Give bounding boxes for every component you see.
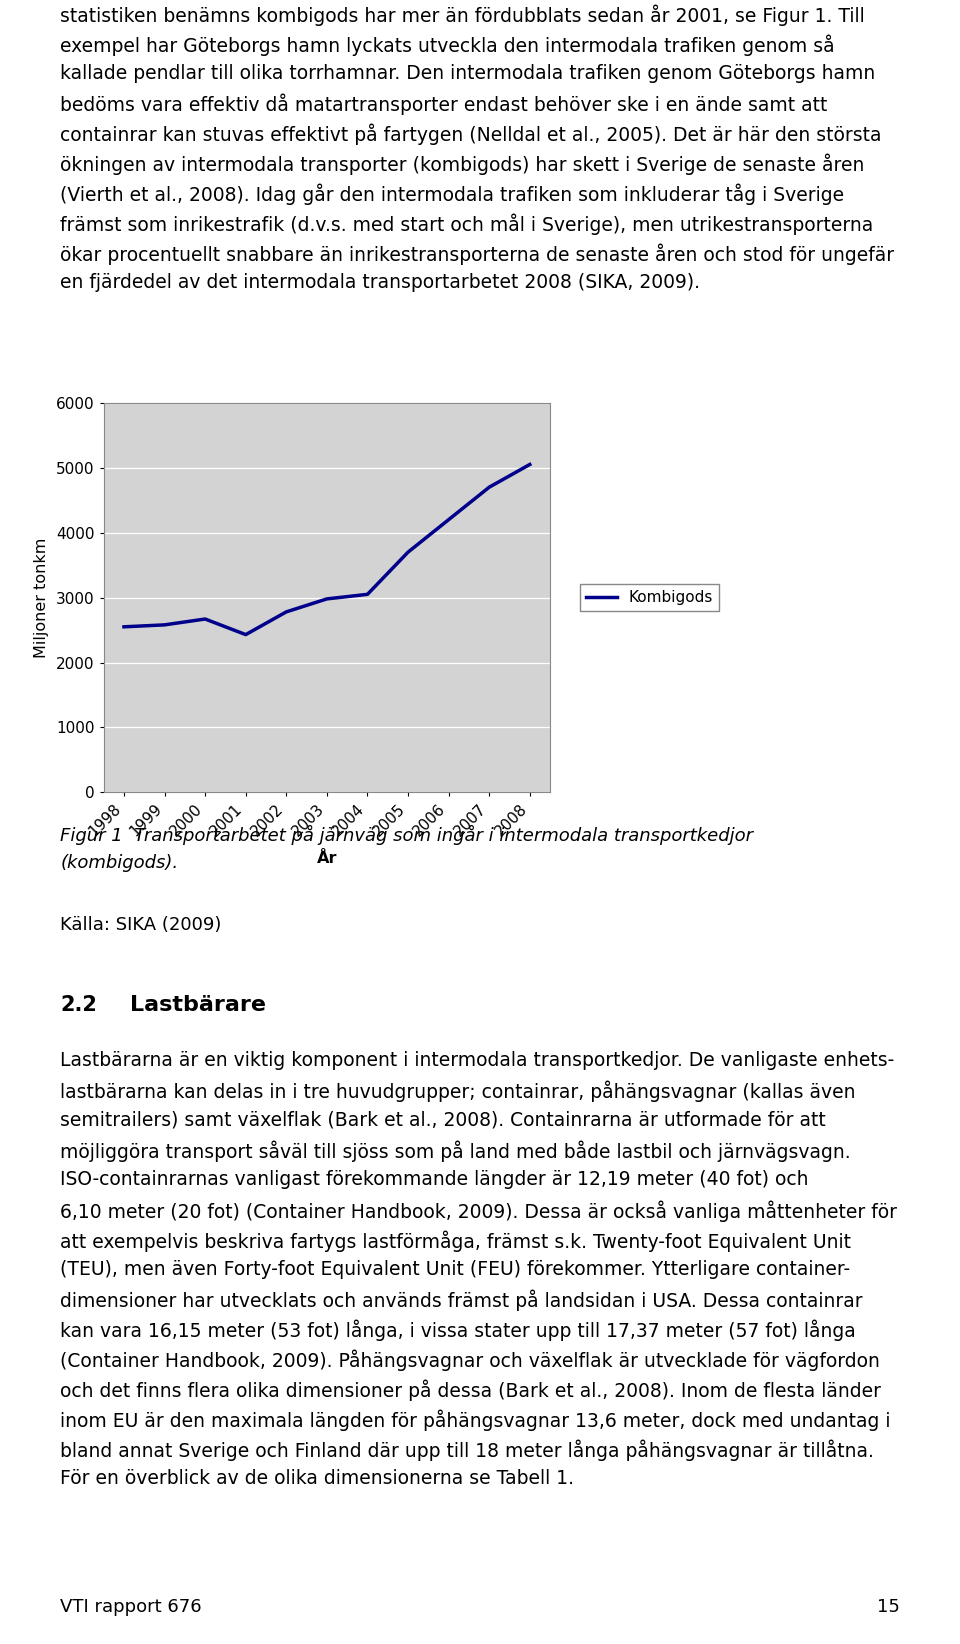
Text: Lastbärare: Lastbärare xyxy=(130,995,266,1014)
Text: containrar kan stuvas effektivt på fartygen (Nelldal et al., 2005). Det är här d: containrar kan stuvas effektivt på farty… xyxy=(60,123,882,145)
Text: ökningen av intermodala transporter (kombigods) har skett i Sverige de senaste å: ökningen av intermodala transporter (kom… xyxy=(60,153,865,176)
Text: (Container Handbook, 2009). Påhängsvagnar och växelflak är utvecklade för vägfor: (Container Handbook, 2009). Påhängsvagna… xyxy=(60,1350,880,1371)
Text: semitrailers) samt växelflak (Bark et al., 2008). Containrarna är utformade för : semitrailers) samt växelflak (Bark et al… xyxy=(60,1110,827,1129)
Text: 15: 15 xyxy=(876,1598,900,1616)
Text: exempel har Göteborgs hamn lyckats utveckla den intermodala trafiken genom så: exempel har Göteborgs hamn lyckats utvec… xyxy=(60,35,835,56)
Text: bland annat Sverige och Finland där upp till 18 meter långa påhängsvagnar är til: bland annat Sverige och Finland där upp … xyxy=(60,1440,875,1462)
Text: statistiken benämns kombigods har mer än fördubblats sedan år 2001, se Figur 1. : statistiken benämns kombigods har mer än… xyxy=(60,3,865,26)
Text: Källa: SIKA (2009): Källa: SIKA (2009) xyxy=(60,916,222,934)
Text: (TEU), men även Forty-foot Equivalent Unit (FEU) förekommer. Ytterligare contain: (TEU), men även Forty-foot Equivalent Un… xyxy=(60,1259,851,1279)
Text: att exempelvis beskriva fartygs lastförmåga, främst s.k. Twenty-foot Equivalent : att exempelvis beskriva fartygs lastförm… xyxy=(60,1230,852,1251)
Text: och det finns flera olika dimensioner på dessa (Bark et al., 2008). Inom de fles: och det finns flera olika dimensioner på… xyxy=(60,1379,881,1401)
Text: inom EU är den maximala längden för påhängsvagnar 13,6 meter, dock med undantag : inom EU är den maximala längden för påhä… xyxy=(60,1409,891,1430)
Y-axis label: Miljoner tonkm: Miljoner tonkm xyxy=(35,538,49,658)
Text: 6,10 meter (20 fot) (Container Handbook, 2009). Dessa är också vanliga måttenhet: 6,10 meter (20 fot) (Container Handbook,… xyxy=(60,1200,898,1221)
Text: (kombigods).: (kombigods). xyxy=(60,853,179,871)
Legend: Kombigods: Kombigods xyxy=(580,584,719,612)
Text: Lastbärarna är en viktig komponent i intermodala transportkedjor. De vanligaste : Lastbärarna är en viktig komponent i int… xyxy=(60,1051,895,1070)
Text: (Vierth et al., 2008). Idag går den intermodala trafiken som inkluderar tåg i Sv: (Vierth et al., 2008). Idag går den inte… xyxy=(60,184,845,206)
Text: 2.2: 2.2 xyxy=(60,995,97,1014)
Text: kan vara 16,15 meter (53 fot) långa, i vissa stater upp till 17,37 meter (57 fot: kan vara 16,15 meter (53 fot) långa, i v… xyxy=(60,1320,856,1342)
Text: möjliggöra transport såväl till sjöss som på land med både lastbil och järnvägsv: möjliggöra transport såväl till sjöss so… xyxy=(60,1141,852,1162)
Text: VTI rapport 676: VTI rapport 676 xyxy=(60,1598,203,1616)
Text: en fjärdedel av det intermodala transportarbetet 2008 (SIKA, 2009).: en fjärdedel av det intermodala transpor… xyxy=(60,273,701,293)
Text: För en överblick av de olika dimensionerna se Tabell 1.: För en överblick av de olika dimensioner… xyxy=(60,1470,574,1488)
Text: Figur 1  Transportarbetet på järnväg som ingår i intermodala transportkedjor: Figur 1 Transportarbetet på järnväg som … xyxy=(60,825,754,845)
Text: ökar procentuellt snabbare än inrikestransporterna de senaste åren och stod för : ökar procentuellt snabbare än inrikestra… xyxy=(60,243,895,265)
Text: dimensioner har utvecklats och används främst på landsidan i USA. Dessa containr: dimensioner har utvecklats och används f… xyxy=(60,1291,863,1312)
Text: bedöms vara effektiv då matartransporter endast behöver ske i en ände samt att: bedöms vara effektiv då matartransporter… xyxy=(60,94,828,115)
Text: ISO-containrarnas vanligast förekommande längder är 12,19 meter (40 fot) och: ISO-containrarnas vanligast förekommande… xyxy=(60,1171,809,1189)
Text: kallade pendlar till olika torrhamnar. Den intermodala trafiken genom Göteborgs : kallade pendlar till olika torrhamnar. D… xyxy=(60,64,876,82)
Text: främst som inrikestrafik (d.v.s. med start och mål i Sverige), men utrikestransp: främst som inrikestrafik (d.v.s. med sta… xyxy=(60,214,874,235)
X-axis label: År: År xyxy=(317,850,337,866)
Text: lastbärarna kan delas in i tre huvudgrupper; containrar, påhängsvagnar (kallas ä: lastbärarna kan delas in i tre huvudgrup… xyxy=(60,1080,856,1101)
